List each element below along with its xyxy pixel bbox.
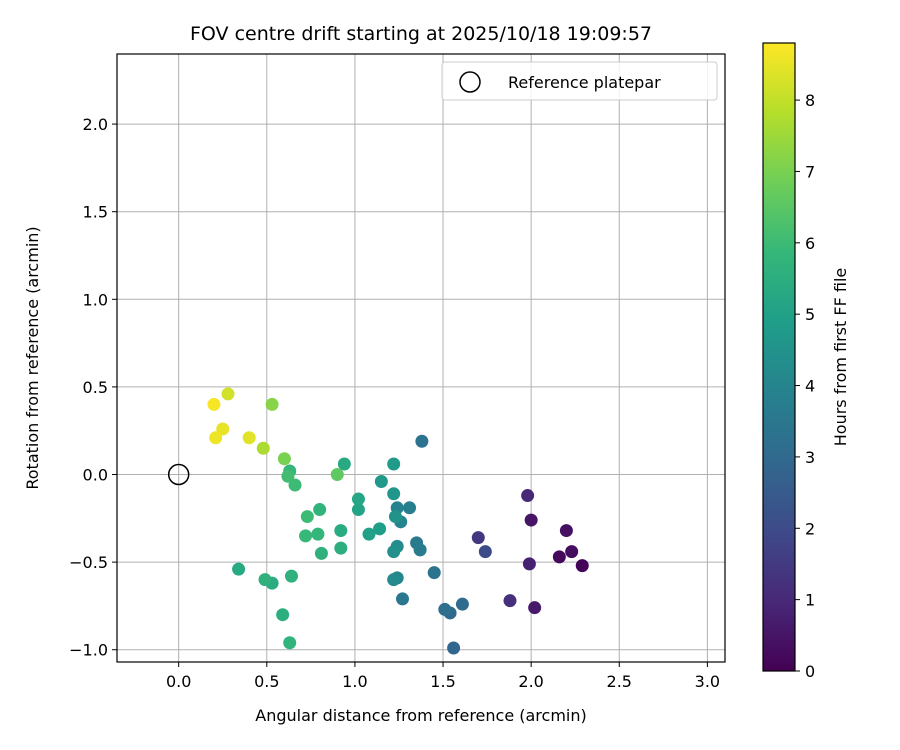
legend-entry-reference: Reference platepar <box>508 73 661 92</box>
colorbar-tick-label: 6 <box>805 234 815 253</box>
scatter-point <box>403 501 417 515</box>
scatter-point <box>447 641 461 655</box>
x-tick-label: 0.0 <box>166 672 191 691</box>
scatter-point <box>281 469 295 483</box>
scatter-point <box>207 397 221 411</box>
scatter-point <box>351 503 365 517</box>
scatter-point <box>276 608 290 622</box>
scatter-point <box>216 422 230 436</box>
y-tick-label: 0.5 <box>83 378 108 397</box>
scatter-point <box>387 457 401 471</box>
scatter-point <box>258 573 272 587</box>
scatter-point <box>300 510 314 524</box>
y-ticks: −1.0 −0.5 0.0 0.5 1.0 1.5 2.0 <box>69 115 117 660</box>
grid-lines <box>117 54 725 662</box>
scatter-point <box>552 550 566 564</box>
scatter-point <box>528 601 542 615</box>
scatter-point <box>455 597 469 611</box>
colorbar-tick-label: 8 <box>805 91 815 110</box>
plot-area: 0.0 0.5 1.0 1.5 2.0 2.5 3.0 −1.0 −0.5 0.0 0.5 1.0 1… <box>69 53 726 691</box>
x-tick-label: 0.5 <box>254 672 279 691</box>
scatter-point <box>209 431 223 445</box>
legend-box <box>441 61 718 101</box>
colorbar-ticks: 0 1 2 3 4 5 6 7 8 <box>795 91 815 681</box>
scatter-point <box>334 541 348 555</box>
y-tick-label: 1.0 <box>83 290 108 309</box>
scatter-point <box>395 592 409 606</box>
scatter-point <box>283 636 297 650</box>
scatter-point <box>314 546 328 560</box>
scatter-point <box>265 397 279 411</box>
colorbar-gradient <box>762 42 796 672</box>
scatter-point <box>373 522 387 536</box>
scatter-point <box>503 594 517 608</box>
scatter-point <box>565 545 579 559</box>
scatter-point <box>522 557 536 571</box>
scatter-point <box>256 441 270 455</box>
y-tick-label: 1.5 <box>83 203 108 222</box>
colorbar-tick-label: 5 <box>805 305 815 324</box>
y-tick-label: −0.5 <box>69 553 108 572</box>
data-points <box>207 387 589 655</box>
y-tick-label: 2.0 <box>83 115 108 134</box>
scatter-point <box>374 475 388 489</box>
scatter-point <box>330 468 344 482</box>
scatter-point <box>559 524 573 538</box>
colorbar: 0 1 2 3 4 5 6 7 8 Hours from first FF file <box>762 42 850 681</box>
scatter-point <box>471 531 485 545</box>
scatter-point <box>427 566 441 580</box>
plot-frame <box>116 53 726 663</box>
x-tick-label: 2.5 <box>607 672 632 691</box>
x-tick-label: 3.0 <box>695 672 720 691</box>
scatter-point <box>413 543 427 557</box>
scatter-point <box>478 545 492 559</box>
scatter-point <box>311 527 325 541</box>
scatter-point <box>387 487 401 501</box>
y-axis-label: Rotation from reference (arcmin) <box>23 226 42 489</box>
reference-platepar-marker <box>167 463 190 486</box>
legend-marker <box>459 71 481 93</box>
colorbar-tick-label: 2 <box>805 519 815 538</box>
scatter-point <box>337 457 351 471</box>
scatter-point <box>388 510 402 524</box>
x-tick-label: 1.0 <box>342 672 367 691</box>
scatter-point <box>438 602 452 616</box>
colorbar-tick-label: 7 <box>805 162 815 181</box>
scatter-point <box>284 569 298 583</box>
scatter-point <box>524 513 538 527</box>
scatter-point <box>387 573 401 587</box>
scatter-point <box>221 387 235 401</box>
colorbar-tick-label: 3 <box>805 448 815 467</box>
scatter-point <box>277 452 291 466</box>
scatter-point <box>362 527 376 541</box>
colorbar-tick-label: 0 <box>805 662 815 681</box>
scatter-point <box>232 562 246 576</box>
x-tick-label: 2.0 <box>518 672 543 691</box>
scatter-point <box>313 503 327 517</box>
colorbar-tick-label: 1 <box>805 591 815 610</box>
scatter-point <box>415 434 429 448</box>
colorbar-tick-label: 4 <box>805 377 815 396</box>
scatter-point <box>288 478 302 492</box>
scatter-point <box>299 529 313 543</box>
scatter-point <box>575 559 589 573</box>
x-tick-label: 1.5 <box>430 672 455 691</box>
scatter-point <box>334 524 348 538</box>
chart-title: FOV centre drift starting at 2025/10/18 … <box>190 23 652 45</box>
colorbar-label: Hours from first FF file <box>831 268 850 447</box>
scatter-point <box>521 489 535 503</box>
legend: Reference platepar <box>441 61 718 101</box>
y-tick-label: 0.0 <box>83 466 108 485</box>
y-tick-label: −1.0 <box>69 641 108 660</box>
x-axis-label: Angular distance from reference (arcmin) <box>255 706 586 725</box>
x-ticks: 0.0 0.5 1.0 1.5 2.0 2.5 3.0 <box>166 662 720 691</box>
scatter-point <box>242 431 256 445</box>
scatter-point <box>387 545 401 559</box>
scatter-point <box>351 492 365 506</box>
